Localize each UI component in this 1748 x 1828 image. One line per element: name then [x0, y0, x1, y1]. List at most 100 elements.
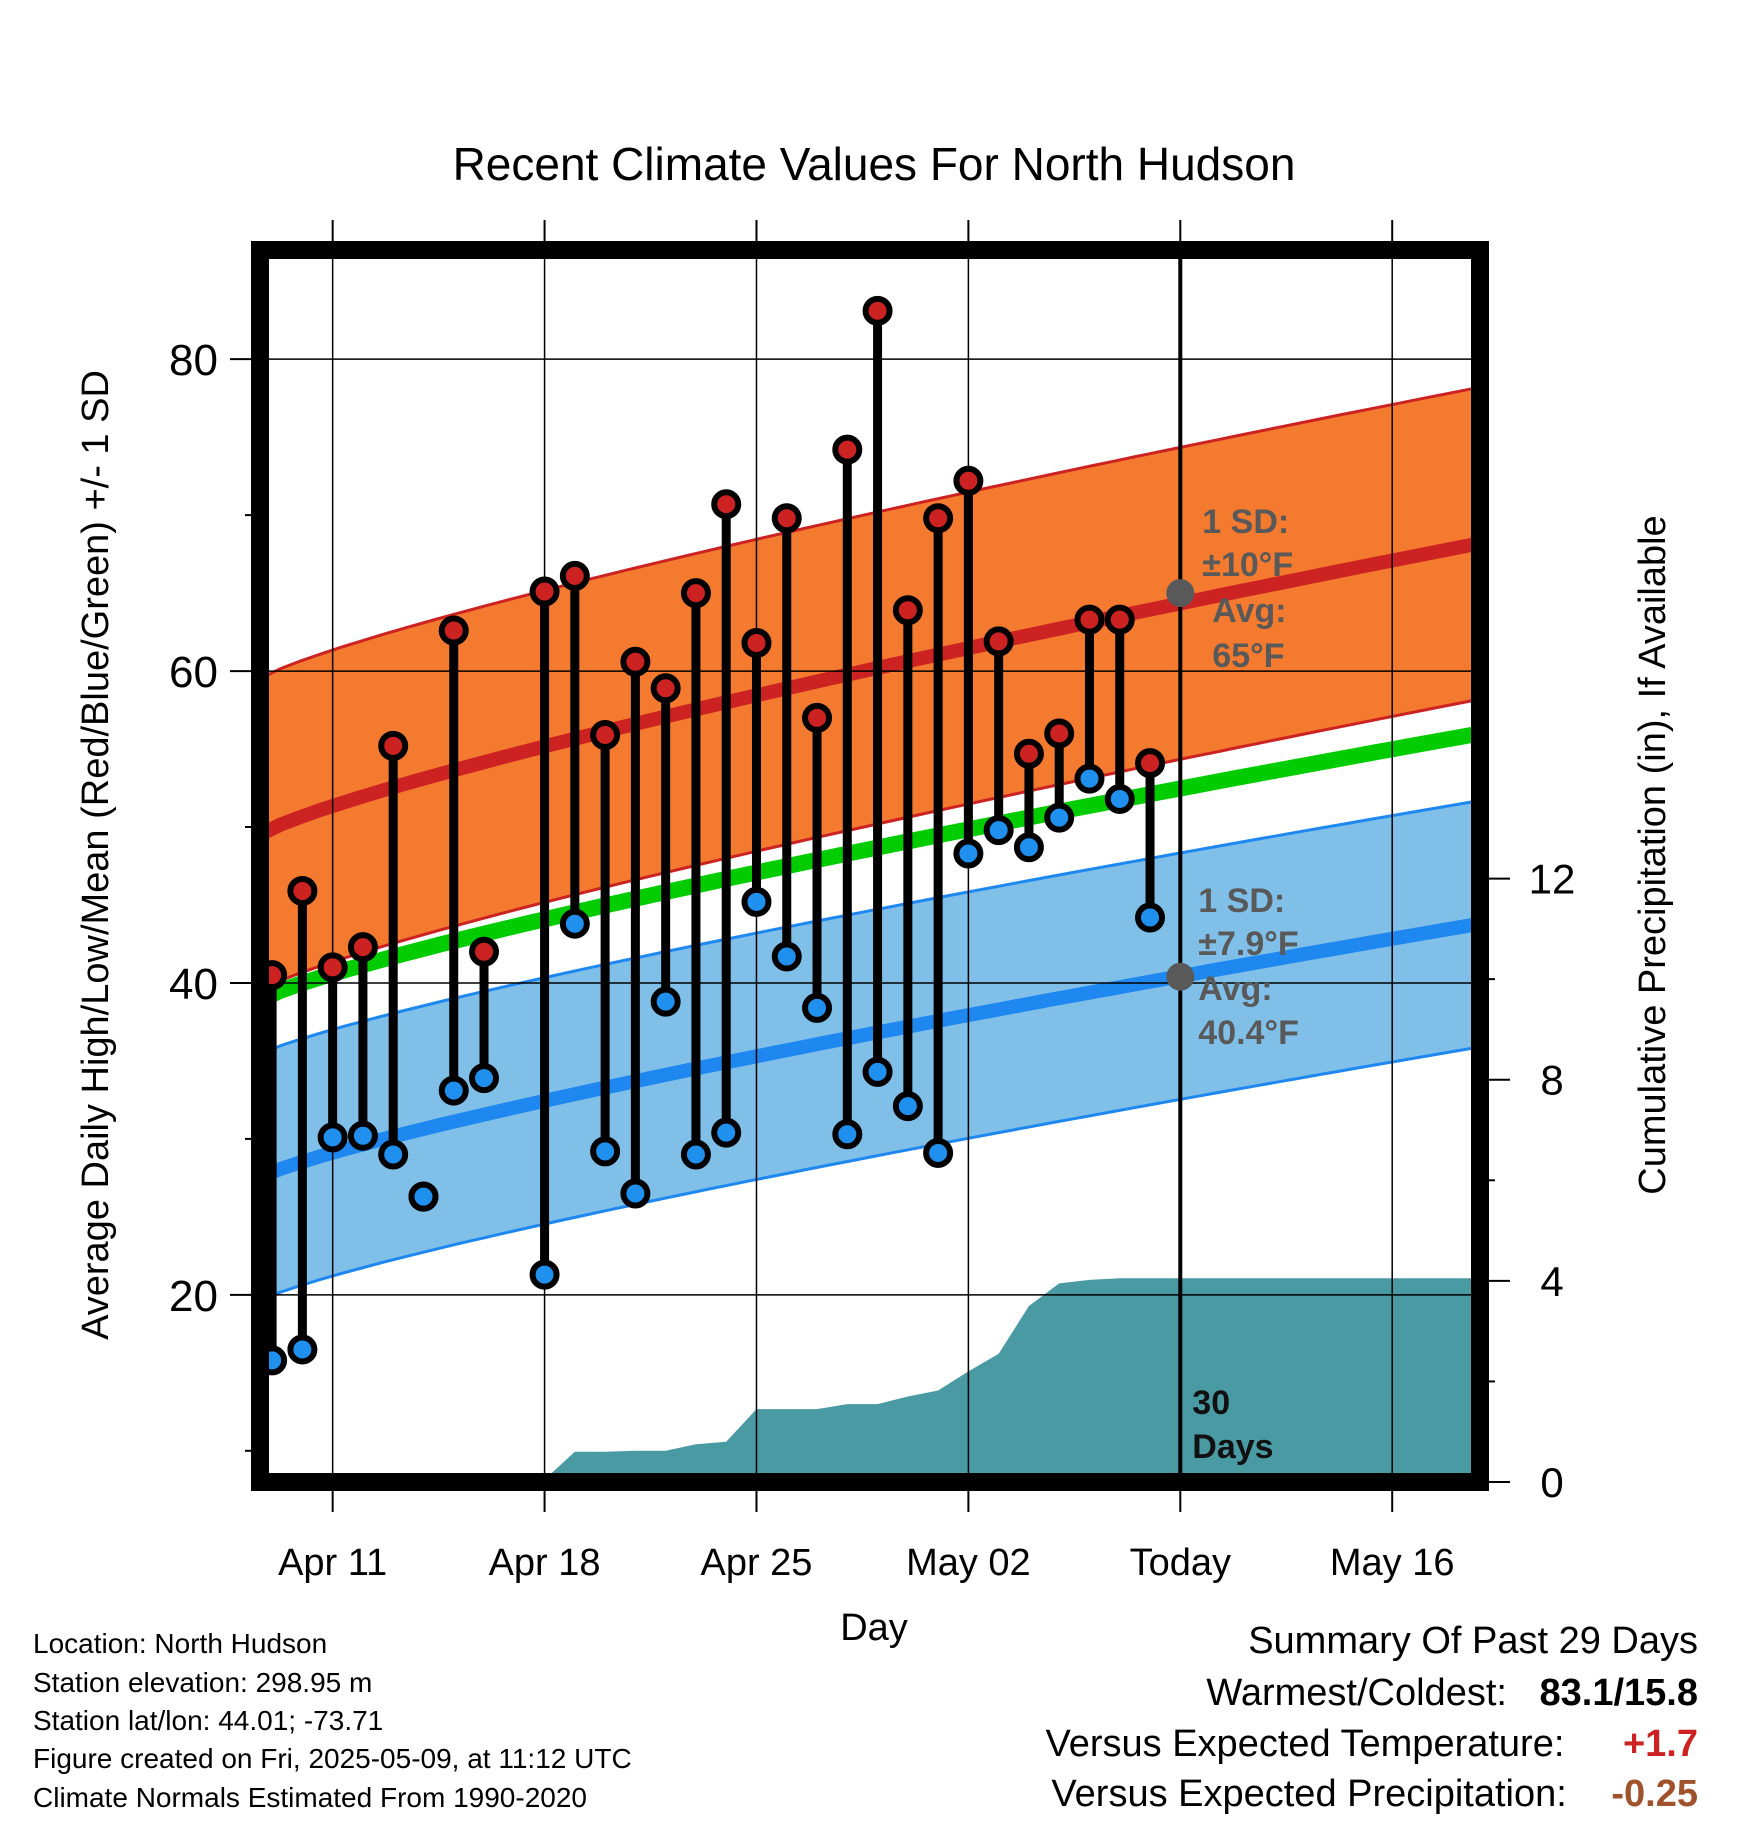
high-point [590, 720, 621, 751]
summary-title: Summary Of Past 29 Days [1248, 1620, 1698, 1662]
low-point [378, 1139, 409, 1170]
normal-high-normal-line [256, 536, 1482, 842]
high-point [317, 952, 348, 983]
low-point [862, 1056, 893, 1087]
y-tick-label: 80 [169, 336, 218, 385]
low-point [1074, 763, 1105, 794]
high-point [1074, 604, 1105, 635]
high-point [802, 702, 833, 733]
low-sd-label: 1 SD: [1198, 882, 1285, 920]
high-point [378, 730, 409, 761]
low-point [923, 1137, 954, 1168]
low-point [680, 1139, 711, 1170]
low-point [892, 1091, 923, 1122]
low-point [438, 1075, 469, 1106]
low-point [408, 1181, 439, 1212]
low-point [1135, 902, 1166, 933]
info-location: Location: North Hudson [33, 1628, 328, 1659]
info-elevation: Station elevation: 298.95 m [33, 1667, 373, 1698]
high-point [347, 932, 378, 963]
normal-low-lower-edge [259, 1045, 1481, 1303]
normal-high-lower-edge [259, 697, 1481, 993]
x-tick-label: Apr 18 [489, 1542, 601, 1584]
x-tick-label: Today [1130, 1542, 1231, 1584]
low-point [953, 838, 984, 869]
plot-frame [251, 241, 1489, 1491]
high-point [741, 627, 772, 658]
high-sd-value: ±10°F [1202, 546, 1293, 584]
warm-cold-label: Warmest/Coldest: [1206, 1672, 1507, 1714]
high-point [1104, 604, 1135, 635]
y2-tick-label: 0 [1540, 1459, 1563, 1506]
normal-low-normal-line [257, 916, 1482, 1185]
y-tick-label: 60 [169, 648, 218, 697]
low-point [711, 1117, 742, 1148]
summary-precip: Versus Expected Precipitation: -0.25 [1051, 1773, 1698, 1816]
high-point [1013, 738, 1044, 769]
low-point [590, 1136, 621, 1167]
high-point [892, 595, 923, 626]
high-point [771, 503, 802, 534]
y-tick-label: 20 [169, 1272, 218, 1321]
high-avg-label: Avg: [1212, 592, 1286, 630]
high-point [1044, 718, 1075, 749]
high-avg-value: 65°F [1212, 637, 1284, 675]
low-point [1013, 832, 1044, 863]
summary-warm-cold: Warmest/Coldest: 83.1/15.8 [1206, 1672, 1698, 1715]
precip-value: -0.25 [1611, 1773, 1698, 1815]
high-point [923, 503, 954, 534]
low-avg-value: 40.4°F [1198, 1014, 1299, 1052]
low-point [529, 1259, 560, 1290]
high-sd-label: 1 SD: [1202, 503, 1289, 541]
temp-value: +1.7 [1622, 1723, 1698, 1765]
low-avg-marker [1166, 962, 1195, 991]
low-point [802, 992, 833, 1023]
low-point [1104, 783, 1135, 814]
high-point [832, 434, 863, 465]
high-point [1135, 748, 1166, 779]
low-point [620, 1178, 651, 1209]
info-latlon: Station lat/lon: 44.01; -73.71 [33, 1705, 384, 1736]
warm-cold-value: 83.1/15.8 [1539, 1672, 1698, 1714]
high-point [953, 465, 984, 496]
low-point [469, 1063, 500, 1094]
y-axis-label: Average Daily High/Low/Mean (Red/Blue/Gr… [75, 370, 117, 1340]
precip-label: Versus Expected Precipitation: [1051, 1773, 1567, 1815]
x-tick-label: Apr 11 [278, 1542, 387, 1584]
y2-axis-label: Cumulative Precipitation (in), If Availa… [1632, 515, 1674, 1194]
low-point [832, 1119, 863, 1150]
low-point [771, 941, 802, 972]
low-point [741, 886, 772, 917]
high-point [680, 578, 711, 609]
x-tick-label: May 02 [906, 1542, 1031, 1584]
y2-tick-label: 4 [1540, 1258, 1563, 1305]
low-sd-value: ±7.9°F [1198, 925, 1298, 963]
high-point [529, 576, 560, 607]
low-point [650, 986, 681, 1017]
y2-tick-label: 12 [1529, 856, 1576, 903]
high-point [559, 560, 590, 591]
days-count-label: 30 [1192, 1384, 1230, 1422]
x-tick-label: Apr 25 [700, 1542, 812, 1584]
high-point [650, 673, 681, 704]
low-point [983, 815, 1014, 846]
chart-title: Recent Climate Values For North Hudson [453, 138, 1296, 190]
normal-high-upper-edge [259, 385, 1481, 681]
high-point [711, 489, 742, 520]
info-created: Figure created on Fri, 2025-05-09, at 11… [33, 1743, 632, 1774]
low-point [559, 908, 590, 939]
low-point [317, 1122, 348, 1153]
precipitation-area [272, 1278, 1481, 1482]
normal-mean-line [256, 725, 1482, 1008]
normal-high-band [260, 387, 1480, 991]
days-text-label: Days [1192, 1428, 1273, 1466]
high-point [983, 626, 1014, 657]
high-point [620, 646, 651, 677]
low-avg-label: Avg: [1198, 970, 1272, 1008]
y-tick-label: 40 [169, 960, 218, 1009]
x-axis-label: Day [840, 1607, 908, 1649]
x-tick-label: May 16 [1330, 1542, 1455, 1584]
temp-label: Versus Expected Temperature: [1045, 1723, 1565, 1765]
low-point [1044, 802, 1075, 833]
